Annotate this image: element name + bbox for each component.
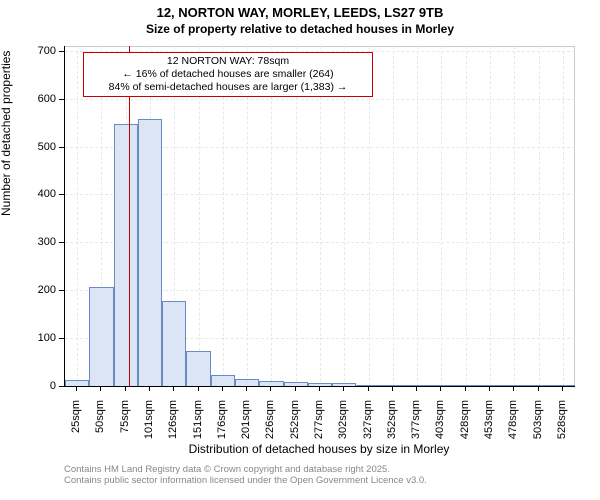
- histogram-bar: [138, 119, 162, 386]
- y-tick-label: 500: [24, 141, 56, 153]
- x-axis-label: Distribution of detached houses by size …: [64, 442, 574, 456]
- gridline-v: [77, 46, 78, 386]
- x-tick: [149, 386, 150, 391]
- x-tick-label: 75sqm: [119, 400, 131, 448]
- x-tick: [198, 386, 199, 391]
- x-tick-label: 403sqm: [434, 400, 446, 448]
- x-tick: [319, 386, 320, 391]
- y-tick: [59, 386, 64, 387]
- x-tick-label: 453sqm: [483, 400, 495, 448]
- x-tick-label: 50sqm: [94, 400, 106, 448]
- x-tick: [76, 386, 77, 391]
- histogram-bar: [235, 379, 259, 386]
- x-tick-label: 428sqm: [459, 400, 471, 448]
- x-tick: [513, 386, 514, 391]
- callout-line-3: 84% of semi-detached houses are larger (…: [88, 81, 368, 94]
- x-tick: [270, 386, 271, 391]
- gridline-v: [539, 46, 540, 386]
- histogram-bar: [526, 385, 550, 386]
- histogram-bar: [114, 124, 138, 386]
- y-tick-label: 600: [24, 93, 56, 105]
- x-tick: [246, 386, 247, 391]
- y-tick-label: 400: [24, 188, 56, 200]
- plot-border-right: [574, 46, 575, 386]
- histogram-bar: [89, 287, 113, 386]
- callout-line-2: ← 16% of detached houses are smaller (26…: [88, 68, 368, 81]
- histogram-bar: [429, 385, 453, 386]
- callout-line-1: 12 NORTON WAY: 78sqm: [88, 55, 368, 68]
- x-tick-label: 352sqm: [386, 400, 398, 448]
- histogram-bar: [65, 380, 89, 386]
- x-tick: [416, 386, 417, 391]
- x-tick: [440, 386, 441, 391]
- x-tick: [489, 386, 490, 391]
- histogram-bar: [405, 385, 429, 386]
- plot-area: 12 NORTON WAY: 78sqm ← 16% of detached h…: [64, 46, 575, 387]
- x-tick-label: 377sqm: [410, 400, 422, 448]
- gridline-v: [393, 46, 394, 386]
- x-tick: [392, 386, 393, 391]
- y-tick-label: 300: [24, 236, 56, 248]
- histogram-bar: [211, 375, 235, 386]
- histogram-bar: [381, 385, 405, 386]
- x-tick-label: 201sqm: [240, 400, 252, 448]
- histogram-bar: [259, 381, 283, 386]
- x-tick-label: 176sqm: [216, 400, 228, 448]
- x-tick: [538, 386, 539, 391]
- histogram-bar: [284, 382, 308, 386]
- callout-box: 12 NORTON WAY: 78sqm ← 16% of detached h…: [83, 52, 373, 97]
- x-tick-label: 226sqm: [264, 400, 276, 448]
- y-tick-label: 100: [24, 332, 56, 344]
- histogram-bar: [162, 301, 186, 386]
- y-tick: [59, 338, 64, 339]
- x-tick: [222, 386, 223, 391]
- x-tick: [465, 386, 466, 391]
- x-tick: [562, 386, 563, 391]
- histogram-bar: [502, 385, 526, 386]
- x-tick: [173, 386, 174, 391]
- y-tick: [59, 147, 64, 148]
- gridline-v: [563, 46, 564, 386]
- y-tick-label: 700: [24, 45, 56, 57]
- y-tick: [59, 99, 64, 100]
- x-tick-label: 277sqm: [313, 400, 325, 448]
- y-tick: [59, 51, 64, 52]
- x-tick-label: 478sqm: [507, 400, 519, 448]
- x-tick-label: 25sqm: [70, 400, 82, 448]
- x-tick: [100, 386, 101, 391]
- x-tick-label: 252sqm: [289, 400, 301, 448]
- gridline-v: [441, 46, 442, 386]
- x-tick: [125, 386, 126, 391]
- x-tick: [343, 386, 344, 391]
- x-tick-label: 101sqm: [143, 400, 155, 448]
- property-size-chart: 12, NORTON WAY, MORLEY, LEEDS, LS27 9TB …: [0, 0, 600, 500]
- y-tick-label: 200: [24, 284, 56, 296]
- footer-line-1: Contains HM Land Registry data © Crown c…: [64, 464, 574, 475]
- histogram-bar: [186, 351, 210, 386]
- chart-title: 12, NORTON WAY, MORLEY, LEEDS, LS27 9TB: [0, 5, 600, 20]
- y-tick: [59, 242, 64, 243]
- histogram-bar: [356, 385, 380, 386]
- x-tick-label: 503sqm: [532, 400, 544, 448]
- gridline-v: [514, 46, 515, 386]
- footer-line-2: Contains public sector information licen…: [64, 475, 574, 486]
- y-tick: [59, 290, 64, 291]
- x-tick-label: 528sqm: [556, 400, 568, 448]
- gridline-v: [490, 46, 491, 386]
- x-tick: [295, 386, 296, 391]
- histogram-bar: [551, 385, 575, 386]
- gridline-v: [466, 46, 467, 386]
- chart-subtitle: Size of property relative to detached ho…: [0, 22, 600, 36]
- gridline-v: [417, 46, 418, 386]
- x-tick-label: 327sqm: [362, 400, 374, 448]
- x-tick-label: 151sqm: [192, 400, 204, 448]
- y-tick-label: 0: [24, 380, 56, 392]
- x-tick-label: 126sqm: [167, 400, 179, 448]
- footer: Contains HM Land Registry data © Crown c…: [64, 464, 574, 487]
- histogram-bar: [454, 385, 478, 386]
- x-tick: [368, 386, 369, 391]
- x-tick-label: 302sqm: [337, 400, 349, 448]
- histogram-bar: [332, 383, 356, 386]
- y-tick: [59, 194, 64, 195]
